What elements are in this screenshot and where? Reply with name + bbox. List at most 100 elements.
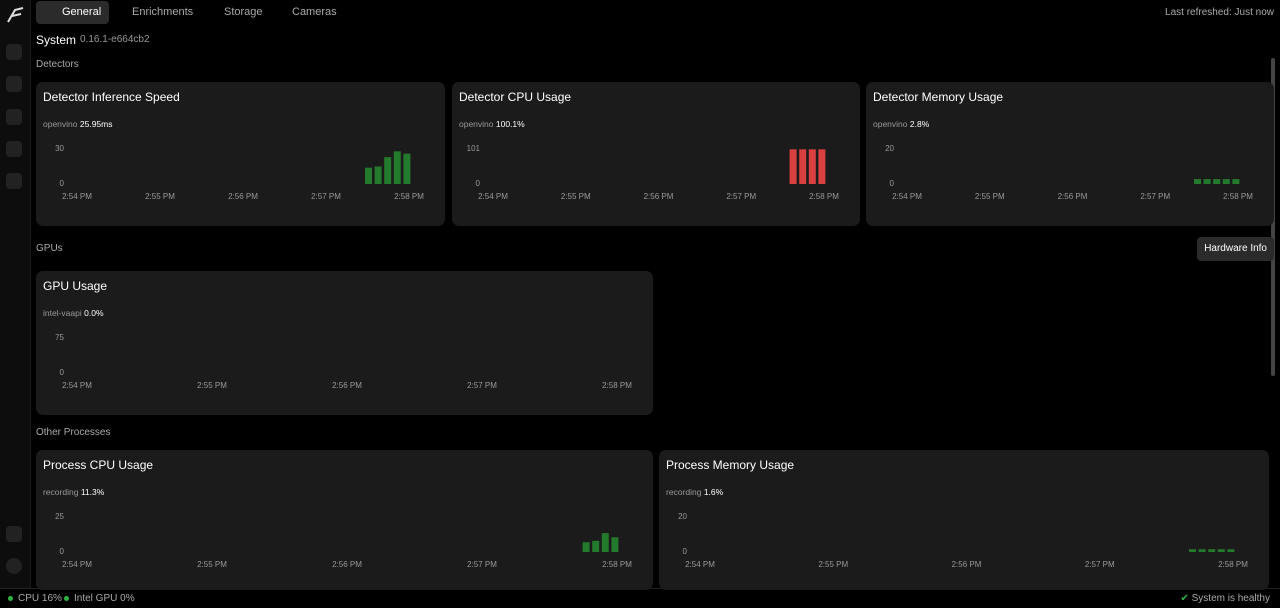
card-stat-line: openvino 25.95ms — [43, 119, 113, 129]
bar — [403, 153, 411, 184]
bar — [1213, 179, 1221, 184]
stat-value: 0.0% — [84, 308, 104, 318]
series-label: intel-vaapi — [43, 308, 82, 318]
nav-export[interactable] — [6, 141, 22, 157]
x-tick-label: 2:54 PM — [685, 560, 715, 569]
sidebar — [0, 0, 31, 588]
y-tick-label: 0 — [476, 179, 481, 188]
x-tick-label: 2:54 PM — [62, 381, 92, 390]
x-tick-label: 2:57 PM — [1085, 560, 1115, 569]
x-tick-label: 2:56 PM — [332, 560, 362, 569]
tab[interactable]: Cameras — [292, 6, 337, 18]
bar — [384, 157, 392, 184]
x-tick-label: 2:57 PM — [467, 381, 497, 390]
x-tick-label: 2:55 PM — [145, 192, 175, 201]
series-label: openvino — [459, 119, 494, 129]
x-tick-label: 2:58 PM — [1223, 192, 1253, 201]
y-tick-label: 30 — [55, 144, 64, 153]
health: ✔ System is healthy — [1180, 593, 1270, 604]
series-label: recording — [43, 487, 79, 497]
x-tick-label: 2:54 PM — [62, 192, 92, 201]
stat-value: 11.3% — [80, 487, 105, 497]
health-text: System is healthy — [1191, 593, 1270, 604]
y-tick-label: 101 — [467, 144, 481, 153]
cpu-text: CPU 16% — [18, 593, 62, 604]
bar — [582, 542, 590, 552]
bar — [1222, 179, 1230, 184]
stat-value: 100.1% — [495, 119, 525, 129]
nav-account[interactable] — [6, 558, 22, 574]
mini-chart: 0 75 2:54 PM 2:55 PM 2:56 PM 2:57 PM 2:58 PM — [55, 333, 632, 390]
mini-chart: 0 20 2:54 PM 2:55 PM 2:56 PM 2:57 PM 2:58 PM — [885, 144, 1253, 201]
x-tick-label: 2:58 PM — [1218, 560, 1248, 569]
version: 0.16.1-e664cb2 — [80, 34, 150, 45]
chart-card: GPU Usage intel-vaapi 0.0% 0 75 2:54 PM 2:55 … — [36, 271, 653, 415]
y-tick-label: 20 — [885, 144, 894, 153]
x-tick-label: 2:55 PM — [197, 560, 227, 569]
hardware-info-button[interactable]: Hardware Info — [1197, 237, 1274, 261]
gpu-text: Intel GPU 0% — [74, 593, 135, 604]
x-tick-label: 2:57 PM — [467, 560, 497, 569]
bar — [1227, 549, 1235, 552]
x-tick-label: 2:55 PM — [975, 192, 1005, 201]
mini-chart: 0 101 2:54 PM 2:55 PM 2:56 PM 2:57 PM 2:58 PM — [467, 144, 840, 201]
status-bar: CPU 16% Intel GPU 0% ✔ System is healthy — [0, 588, 1280, 608]
y-tick-label: 20 — [678, 512, 687, 521]
tab[interactable]: Storage — [224, 6, 263, 18]
card-stat-line: intel-vaapi 0.0% — [43, 308, 104, 318]
y-tick-label: 0 — [60, 368, 65, 377]
cpu-status: CPU 16% — [8, 593, 62, 604]
card-title: GPU Usage — [43, 279, 108, 293]
bar — [1217, 549, 1225, 552]
nav-live[interactable] — [6, 44, 22, 60]
x-tick-label: 2:58 PM — [394, 192, 424, 201]
gpu-status: Intel GPU 0% — [64, 593, 135, 604]
section-title: GPUs — [36, 243, 63, 254]
x-tick-label: 2:57 PM — [726, 192, 756, 201]
nav-settings[interactable] — [6, 526, 22, 542]
x-tick-label: 2:56 PM — [952, 560, 982, 569]
section-title: Other Processes — [36, 427, 111, 438]
page-title: System — [36, 33, 77, 47]
y-tick-label: 0 — [890, 179, 895, 188]
last-refreshed: Last refreshed: Just now — [1165, 7, 1274, 18]
mini-chart: 0 30 2:54 PM 2:55 PM 2:56 PM 2:57 PM 2:58 PM — [55, 144, 424, 201]
bar — [799, 149, 807, 184]
x-tick-label: 2:54 PM — [62, 560, 92, 569]
x-tick-label: 2:54 PM — [892, 192, 922, 201]
card-stat-line: recording 1.6% — [666, 487, 723, 497]
stat-value: 25.95ms — [79, 119, 113, 129]
stat-value: 1.6% — [703, 487, 724, 497]
x-tick-label: 2:56 PM — [228, 192, 258, 201]
y-tick-label: 75 — [55, 333, 64, 342]
card-stat-line: recording 11.3% — [43, 487, 104, 497]
x-tick-label: 2:57 PM — [1140, 192, 1170, 201]
logo — [7, 7, 24, 23]
tab[interactable]: General — [36, 1, 110, 24]
nav-faces[interactable] — [6, 173, 22, 189]
card-title: Process Memory Usage — [666, 458, 795, 472]
bar — [365, 167, 372, 184]
mini-chart: 0 20 2:54 PM 2:55 PM 2:56 PM 2:57 PM 2:58 PM — [678, 512, 1248, 569]
x-tick-label: 2:58 PM — [809, 192, 839, 201]
card-stat-line: openvino 100.1% — [459, 119, 525, 129]
x-tick-label: 2:55 PM — [561, 192, 591, 201]
nav-review[interactable] — [6, 76, 22, 92]
mini-chart: 0 25 2:54 PM 2:55 PM 2:56 PM 2:57 PM 2:58 PM — [55, 512, 632, 569]
section-title: Detectors — [36, 59, 79, 70]
x-tick-label: 2:57 PM — [311, 192, 341, 201]
bar — [611, 537, 619, 552]
tab[interactable]: Enrichments — [132, 6, 194, 18]
x-tick-label: 2:55 PM — [818, 560, 848, 569]
nav-explore[interactable] — [6, 109, 22, 125]
bar — [1189, 549, 1196, 552]
y-tick-label: 0 — [683, 547, 688, 556]
card-title: Detector Inference Speed — [43, 90, 180, 104]
chart-card: Detector CPU Usage openvino 100.1% 0 101 2:5… — [452, 82, 860, 226]
x-tick-label: 2:56 PM — [332, 381, 362, 390]
bar — [1232, 179, 1240, 184]
chart-card: Process Memory Usage recording 1.6% 0 20 2:5… — [659, 450, 1269, 590]
card-stat-line: openvino 2.8% — [873, 119, 929, 129]
x-tick-label: 2:56 PM — [1058, 192, 1088, 201]
bar — [818, 149, 826, 184]
